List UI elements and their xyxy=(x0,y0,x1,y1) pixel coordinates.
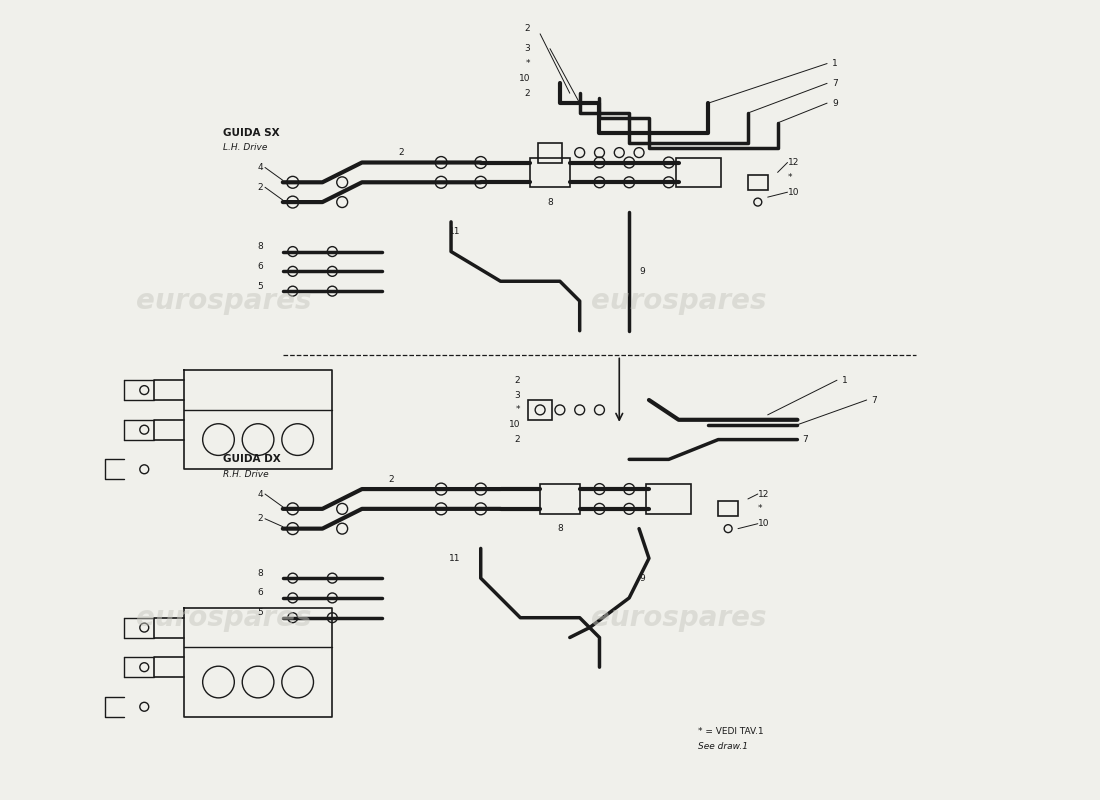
Text: 4: 4 xyxy=(257,490,263,498)
Text: GUIDA SX: GUIDA SX xyxy=(223,128,280,138)
Text: 6: 6 xyxy=(257,262,263,271)
Text: * = VEDI TAV.1: * = VEDI TAV.1 xyxy=(698,727,764,736)
Text: 2: 2 xyxy=(515,435,520,444)
Text: GUIDA DX: GUIDA DX xyxy=(223,454,282,464)
Text: 1: 1 xyxy=(832,59,838,68)
Text: 2: 2 xyxy=(525,25,530,34)
Text: *: * xyxy=(516,406,520,414)
Text: eurospares: eurospares xyxy=(591,287,767,315)
Text: 12: 12 xyxy=(788,158,799,167)
Text: 6: 6 xyxy=(257,589,263,598)
Text: 11: 11 xyxy=(450,227,461,236)
Text: 9: 9 xyxy=(639,267,645,276)
Text: 2: 2 xyxy=(389,474,395,484)
Text: *: * xyxy=(758,504,762,514)
Text: 9: 9 xyxy=(639,574,645,582)
Text: 5: 5 xyxy=(257,282,263,290)
Text: 3: 3 xyxy=(525,44,530,53)
Text: 2: 2 xyxy=(515,376,520,385)
Text: 12: 12 xyxy=(758,490,769,498)
Text: 7: 7 xyxy=(871,395,878,405)
Text: 11: 11 xyxy=(450,554,461,563)
Text: 3: 3 xyxy=(515,390,520,399)
Text: 10: 10 xyxy=(758,519,769,528)
Text: 5: 5 xyxy=(257,608,263,618)
Text: 10: 10 xyxy=(788,188,799,197)
Text: 4: 4 xyxy=(257,163,263,172)
Text: 8: 8 xyxy=(557,524,563,533)
Text: 7: 7 xyxy=(802,435,808,444)
Text: 7: 7 xyxy=(832,79,838,88)
Text: 2: 2 xyxy=(257,182,263,192)
Text: eurospares: eurospares xyxy=(135,604,311,632)
Text: 2: 2 xyxy=(399,148,405,157)
Text: L.H. Drive: L.H. Drive xyxy=(223,143,267,152)
Text: 2: 2 xyxy=(257,514,263,523)
Text: *: * xyxy=(788,173,792,182)
Text: eurospares: eurospares xyxy=(135,287,311,315)
Text: 8: 8 xyxy=(257,242,263,251)
Text: 2: 2 xyxy=(525,89,530,98)
Text: 10: 10 xyxy=(509,420,520,430)
Text: See draw.1: See draw.1 xyxy=(698,742,748,751)
Text: 10: 10 xyxy=(519,74,530,83)
Text: 9: 9 xyxy=(832,98,838,108)
Text: 8: 8 xyxy=(257,569,263,578)
Text: 1: 1 xyxy=(842,376,848,385)
Text: 8: 8 xyxy=(547,198,553,206)
Text: R.H. Drive: R.H. Drive xyxy=(223,470,270,478)
Text: *: * xyxy=(526,59,530,68)
Text: eurospares: eurospares xyxy=(591,604,767,632)
